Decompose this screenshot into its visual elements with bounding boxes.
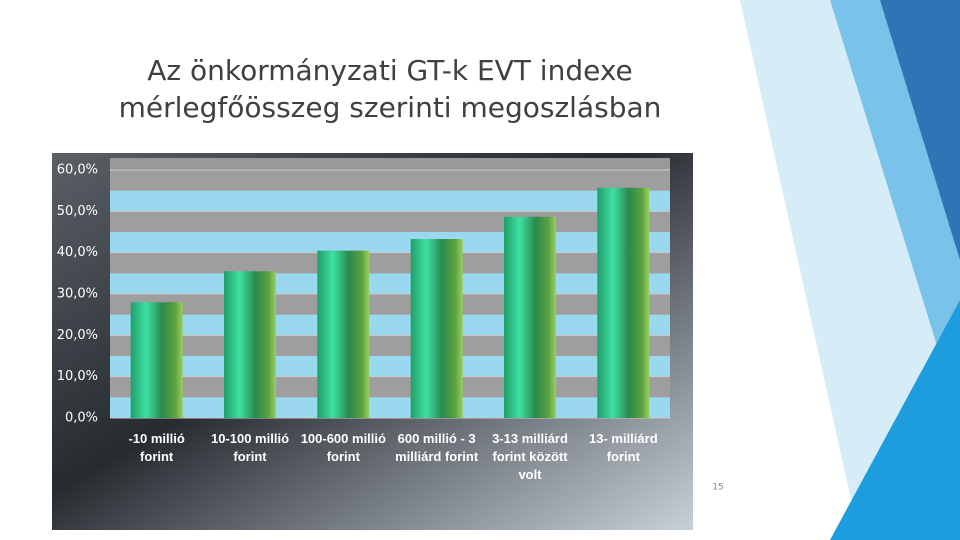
x-tick-label: 100-600 millió forint — [300, 431, 386, 464]
chart-title: Az önkormányzati GT-k EVT indexe mérlegf… — [118, 54, 662, 124]
stripe — [110, 190, 670, 212]
bar — [504, 216, 556, 418]
page-number: 15 — [712, 483, 723, 493]
decoration — [830, 300, 960, 540]
y-tick-label: 10,0% — [57, 369, 98, 384]
bar — [130, 302, 183, 418]
y-tick-label: 0,0% — [65, 411, 98, 426]
stripe — [110, 356, 670, 377]
stripe — [110, 252, 670, 274]
stripe — [110, 211, 670, 232]
stripe — [110, 294, 670, 315]
y-tick-label: 50,0% — [57, 204, 98, 219]
bar — [224, 271, 276, 418]
stripe — [110, 170, 670, 191]
y-tick-label: 40,0% — [57, 245, 98, 260]
y-tick-label: 30,0% — [57, 287, 98, 302]
bar — [317, 250, 370, 418]
x-tick-label: 10-100 millió forint — [210, 431, 290, 464]
stripe — [110, 273, 670, 294]
decoration — [880, 0, 960, 260]
y-tick-label: 20,0% — [57, 328, 98, 343]
stripe — [110, 376, 670, 398]
x-tick-label: 600 millió - 3 milliárd forint — [395, 431, 479, 464]
stripe — [110, 314, 670, 336]
bar — [597, 187, 650, 418]
y-tick-label: 60,0% — [57, 163, 98, 178]
stripe — [110, 232, 670, 253]
x-tick-label: 13- milliárd forint — [589, 431, 658, 464]
stripe — [110, 397, 670, 418]
stripe — [110, 335, 670, 356]
x-tick-label: 3-13 milliárd forint között volt — [492, 431, 568, 482]
bar — [410, 239, 463, 418]
x-tick-label: -10 millió forint — [128, 431, 185, 464]
